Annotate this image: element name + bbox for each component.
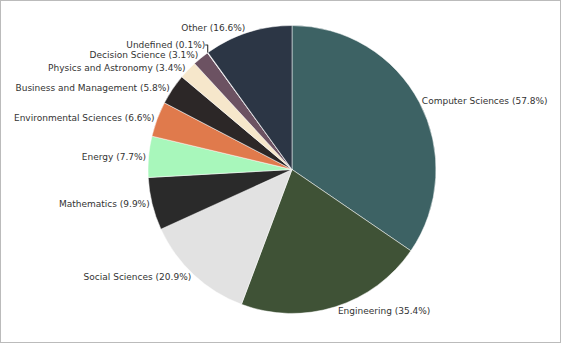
svg-text:Environmental Sciences (6.6%): Environmental Sciences (6.6%): [14, 113, 155, 123]
svg-text:Undefined (0.1%): Undefined (0.1%): [126, 40, 205, 50]
svg-text:Computer Sciences (57.8%): Computer Sciences (57.8%): [422, 96, 548, 106]
svg-text:Mathematics (9.9%): Mathematics (9.9%): [59, 199, 150, 209]
svg-text:Social Sciences (20.9%): Social Sciences (20.9%): [84, 272, 192, 282]
svg-text:Engineering (35.4%): Engineering (35.4%): [338, 306, 430, 316]
svg-text:Other (16.6%): Other (16.6%): [181, 23, 245, 33]
svg-text:Decision Science (3.1%): Decision Science (3.1%): [90, 50, 199, 60]
svg-text:Business and Management (5.8%): Business and Management (5.8%): [15, 83, 169, 93]
svg-text:Physics and Astronomy (3.4%): Physics and Astronomy (3.4%): [48, 63, 185, 73]
svg-text:Energy (7.7%): Energy (7.7%): [82, 152, 146, 162]
